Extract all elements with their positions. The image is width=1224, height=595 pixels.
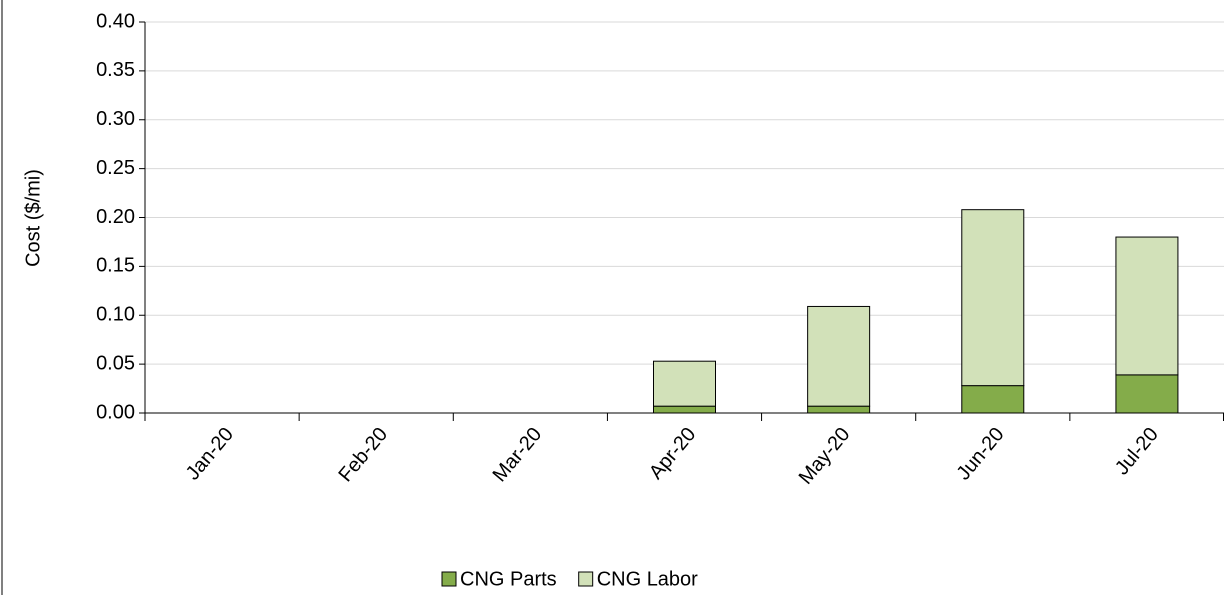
y-tick-label: 0.00 bbox=[96, 401, 135, 423]
x-tick-label: Apr-20 bbox=[645, 423, 700, 483]
legend-label: CNG Parts bbox=[460, 568, 557, 590]
legend-label: CNG Labor bbox=[597, 568, 698, 590]
y-tick-label: 0.35 bbox=[96, 59, 135, 81]
bar-segment bbox=[961, 209, 1025, 387]
bar-segment bbox=[1115, 236, 1179, 376]
legend-swatch bbox=[578, 571, 594, 587]
x-tick-label: Jan-20 bbox=[182, 423, 238, 484]
bar-segment bbox=[807, 305, 871, 407]
y-tick-label: 0.25 bbox=[96, 157, 135, 179]
x-tick-label: May-20 bbox=[795, 423, 855, 488]
bar-segment bbox=[653, 405, 716, 414]
bar-segment bbox=[807, 405, 871, 414]
y-tick-label: 0.10 bbox=[96, 304, 135, 326]
y-tick-label: 0.05 bbox=[96, 352, 135, 374]
bar-segment bbox=[1115, 374, 1179, 414]
x-tick-label: Jul-20 bbox=[1111, 423, 1163, 479]
x-tick-label: Feb-20 bbox=[335, 423, 393, 486]
x-tick-label: Mar-20 bbox=[489, 423, 547, 486]
y-tick-label: 0.30 bbox=[96, 108, 135, 130]
bar-segment bbox=[653, 360, 716, 407]
y-axis-label: Cost ($/mi) bbox=[22, 169, 44, 267]
y-tick-label: 0.20 bbox=[96, 206, 135, 228]
bar-segment bbox=[961, 385, 1025, 414]
y-tick-label: 0.15 bbox=[96, 255, 135, 277]
y-tick-label: 0.40 bbox=[96, 10, 135, 32]
legend-swatch bbox=[441, 571, 457, 587]
x-tick-label: Jun-20 bbox=[952, 423, 1008, 484]
